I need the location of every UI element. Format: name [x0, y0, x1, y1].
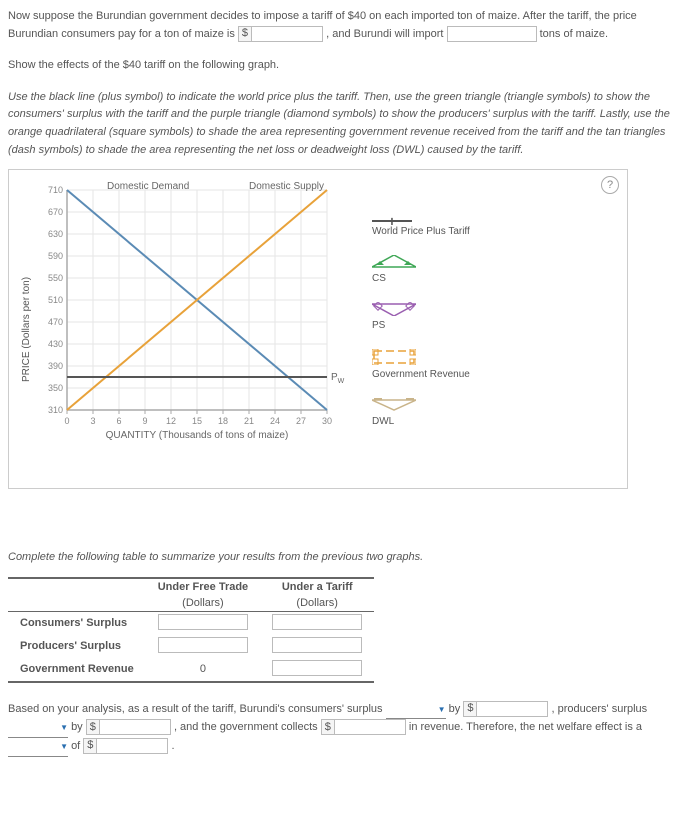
svg-text:590: 590: [48, 251, 63, 261]
svg-text:350: 350: [48, 383, 63, 393]
demand-label: Domestic Demand: [107, 181, 189, 192]
cs-free-input[interactable]: [158, 614, 248, 630]
legend-cs[interactable]: CS: [372, 255, 617, 284]
ps-free-input[interactable]: [158, 637, 248, 653]
chevron-down-icon: ▼: [438, 705, 446, 714]
svg-text:550: 550: [48, 273, 63, 283]
ps-change-input[interactable]: $: [86, 719, 171, 735]
ps-tariff-input[interactable]: [272, 637, 362, 653]
svg-text:630: 630: [48, 229, 63, 239]
intro-text-1b: , and Burundi will import: [326, 28, 446, 40]
legend-world-price-tariff[interactable]: + World Price Plus Tariff: [372, 220, 617, 237]
price-after-tariff-input[interactable]: $: [238, 26, 323, 42]
intro-paragraph-1: Now suppose the Burundian government dec…: [8, 8, 681, 43]
dollar-icon: $: [322, 720, 335, 734]
svg-text:6: 6: [116, 416, 121, 426]
svg-text:18: 18: [218, 416, 228, 426]
dollar-icon: $: [464, 702, 477, 716]
col-tariff: Under a Tariff: [260, 578, 374, 595]
intro-text-1c: tons of maize.: [540, 28, 608, 40]
gov-free-value: 0: [146, 658, 260, 682]
chart-svg[interactable]: Domestic Demand Domestic Supply PW 31035…: [32, 180, 352, 450]
cs-change-input[interactable]: $: [463, 701, 548, 717]
row-cs: Consumers' Surplus: [8, 611, 146, 635]
svg-text:21: 21: [244, 416, 254, 426]
svg-text:3: 3: [90, 416, 95, 426]
chevron-down-icon: ▼: [60, 723, 68, 732]
svg-text:9: 9: [142, 416, 147, 426]
cs-direction-dropdown[interactable]: ▼: [386, 701, 446, 720]
svg-text:310: 310: [48, 405, 63, 415]
row-ps: Producers' Surplus: [8, 635, 146, 658]
intro-paragraph-3: Use the black line (plus symbol) to indi…: [8, 89, 681, 159]
col-free-trade: Under Free Trade: [146, 578, 260, 595]
dollar-icon: $: [87, 720, 100, 734]
svg-text:390: 390: [48, 361, 63, 371]
welfare-amount-input[interactable]: $: [83, 738, 168, 754]
ps-direction-dropdown[interactable]: ▼: [8, 719, 68, 738]
import-tons-input[interactable]: [447, 26, 537, 42]
row-gov: Government Revenue: [8, 658, 146, 682]
svg-text:510: 510: [48, 295, 63, 305]
dollar-icon: $: [239, 27, 252, 41]
dollar-icon: $: [84, 739, 97, 753]
table-intro: Complete the following table to summariz…: [8, 549, 681, 567]
chart-container: ? PRICE (Dollars per ton): [8, 169, 628, 489]
legend-dwl[interactable]: DWL: [372, 398, 617, 427]
y-axis-label: PRICE (Dollars per ton): [19, 180, 32, 478]
cs-tariff-input[interactable]: [272, 614, 362, 630]
gov-collect-input[interactable]: $: [321, 719, 406, 735]
gov-tariff-input[interactable]: [272, 660, 362, 676]
intro-paragraph-2: Show the effects of the $40 tariff on th…: [8, 57, 681, 75]
svg-text:15: 15: [192, 416, 202, 426]
svg-text:670: 670: [48, 207, 63, 217]
pw-label: PW: [331, 372, 345, 385]
svg-text:24: 24: [270, 416, 280, 426]
x-axis-label: QUANTITY (Thousands of tons of maize): [106, 430, 289, 441]
legend-gov-revenue[interactable]: Government Revenue: [372, 349, 617, 380]
summary-table: Under Free TradeUnder a Tariff (Dollars)…: [8, 577, 374, 683]
svg-text:710: 710: [48, 185, 63, 195]
svg-text:30: 30: [322, 416, 332, 426]
legend-ps[interactable]: PS: [372, 302, 617, 331]
svg-text:27: 27: [296, 416, 306, 426]
welfare-direction-dropdown[interactable]: ▼: [8, 738, 68, 757]
svg-text:430: 430: [48, 339, 63, 349]
svg-text:12: 12: [166, 416, 176, 426]
legend: + World Price Plus Tariff CS PS Governm: [352, 180, 617, 478]
chevron-down-icon: ▼: [60, 742, 68, 751]
supply-label: Domestic Supply: [249, 181, 324, 192]
svg-text:0: 0: [64, 416, 69, 426]
svg-text:470: 470: [48, 317, 63, 327]
conclusion-paragraph: Based on your analysis, as a result of t…: [8, 701, 681, 757]
